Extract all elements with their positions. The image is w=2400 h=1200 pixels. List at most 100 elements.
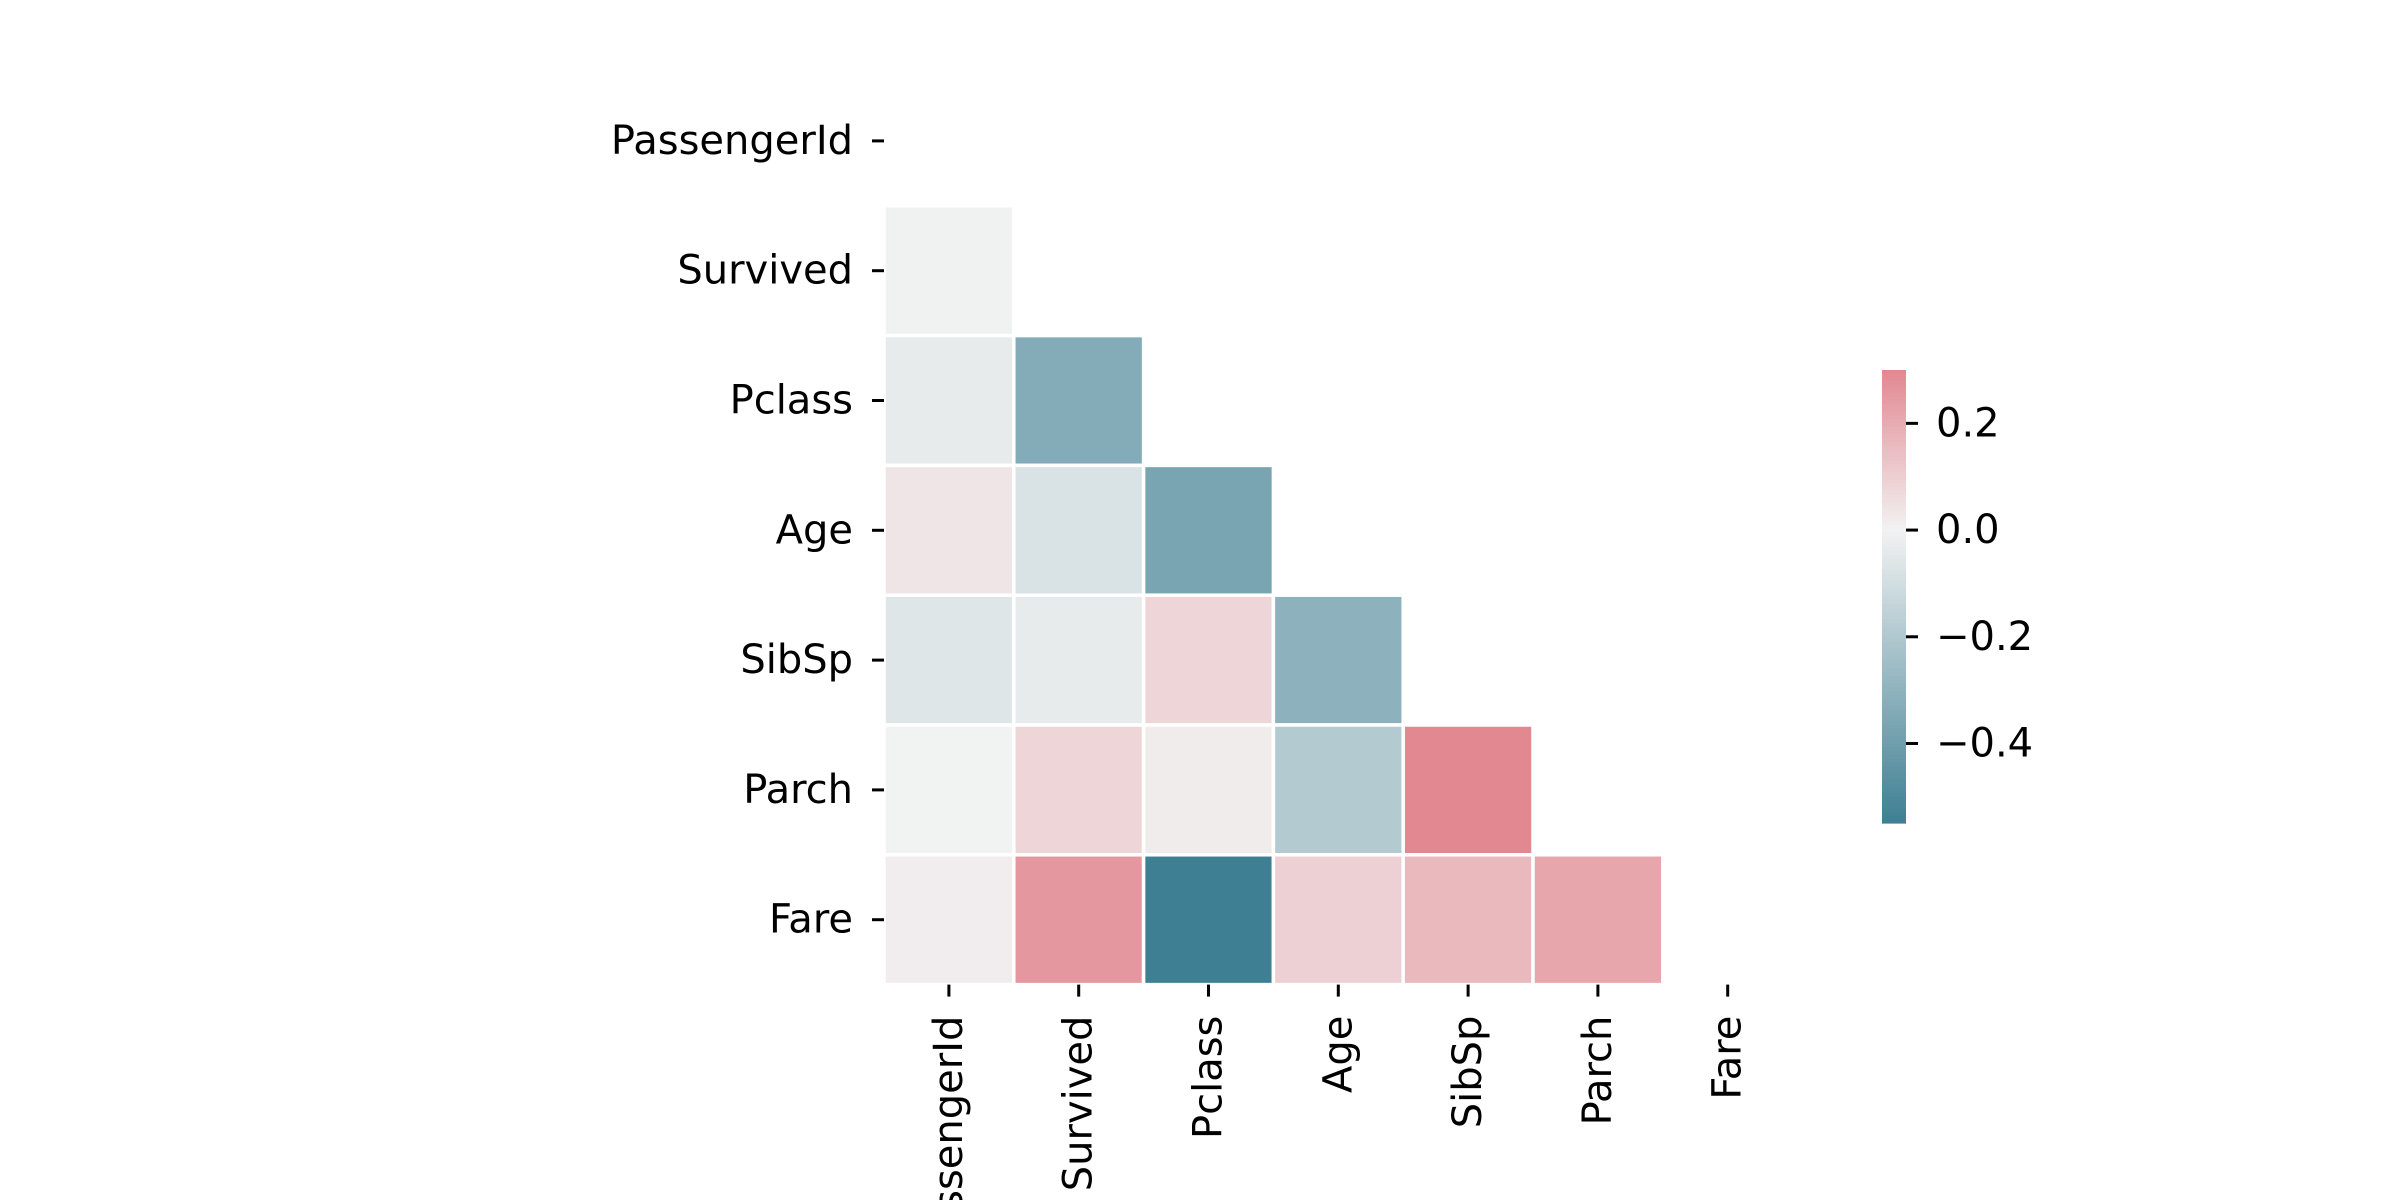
heatmap-cell (882, 723, 1016, 857)
y-tick-label: PassengerId (611, 118, 853, 164)
colorbar-segment (1882, 717, 1906, 722)
heatmap-cell (1271, 593, 1405, 727)
colorbar-segment (1882, 532, 1906, 537)
colorbar-segment (1882, 702, 1906, 707)
colorbar-segment (1882, 789, 1906, 794)
heatmap-cell (1141, 723, 1276, 857)
colorbar-segment (1882, 490, 1906, 496)
colorbar-segment (1882, 713, 1906, 718)
colorbar-segment (1882, 434, 1906, 439)
colorbar-segment (1882, 792, 1906, 798)
colorbar-segment (1882, 536, 1906, 541)
colorbar-segment (1882, 619, 1906, 624)
colorbar-segment (1882, 781, 1906, 786)
colorbar-segment (1882, 630, 1906, 635)
heatmap-cells (882, 204, 1665, 987)
heatmap-cell (1012, 593, 1146, 727)
colorbar-segment (1882, 743, 1906, 749)
colorbar-segment (1882, 600, 1906, 605)
colorbar-segment (1882, 739, 1906, 745)
heatmap-cell (882, 463, 1016, 597)
x-tick-label: Parch (1575, 1016, 1621, 1126)
y-tick-label: Survived (677, 248, 853, 294)
colorbar-segment (1882, 596, 1906, 601)
heatmap-cell (1401, 853, 1535, 987)
colorbar-segment (1882, 566, 1906, 571)
y-tick-label: Fare (769, 897, 853, 943)
colorbar-segment (1882, 407, 1906, 413)
x-tick-label: Survived (1056, 1016, 1102, 1192)
colorbar-segment (1882, 483, 1906, 488)
colorbar-segment (1882, 604, 1906, 609)
colorbar-segment (1882, 773, 1906, 779)
x-tick-label: Age (1315, 1016, 1361, 1093)
colorbar-segment (1882, 766, 1906, 771)
colorbar-segment (1882, 468, 1906, 473)
colorbar-segment (1882, 592, 1906, 598)
colorbar-segment (1882, 392, 1906, 398)
colorbar-segment (1882, 437, 1906, 443)
y-tick-label: Pclass (730, 378, 853, 424)
colorbar-segment (1882, 543, 1906, 549)
colorbar-segment (1882, 762, 1906, 767)
colorbar-segment (1882, 732, 1906, 737)
colorbar-segment (1882, 471, 1906, 477)
colorbar-segment (1882, 672, 1906, 677)
colorbar-segment (1882, 396, 1906, 401)
colorbar-segment (1882, 570, 1906, 575)
colorbar-segment (1882, 758, 1906, 764)
colorbar-segment (1882, 539, 1906, 545)
colorbar-segment (1882, 577, 1906, 582)
colorbar-segment (1882, 811, 1906, 817)
colorbar-segment (1882, 475, 1906, 481)
colorbar-segment (1882, 513, 1906, 518)
colorbar-segment (1882, 487, 1906, 492)
heatmap-cell (1012, 333, 1146, 468)
colorbar-segment (1882, 509, 1906, 515)
colorbar-tick-label: −0.4 (1936, 720, 2033, 766)
colorbar-segment (1882, 460, 1906, 465)
x-tick-label: PassengerId (926, 1016, 972, 1200)
colorbar-segment (1882, 656, 1906, 662)
colorbar-segment (1882, 456, 1906, 462)
heatmap-cell (1141, 593, 1276, 727)
colorbar-segment (1882, 426, 1906, 431)
colorbar-segment (1882, 562, 1906, 567)
colorbar-segment (1882, 709, 1906, 715)
colorbar-segment (1882, 796, 1906, 801)
heatmap-cell (1141, 463, 1276, 597)
heatmap-cell (882, 853, 1016, 987)
colorbar-segment (1882, 777, 1906, 783)
colorbar-segment (1882, 683, 1906, 688)
colorbar-segment (1882, 705, 1906, 711)
colorbar-segment (1882, 385, 1906, 390)
colorbar-segment (1882, 675, 1906, 681)
x-tick-label: Pclass (1186, 1016, 1232, 1139)
heatmap-cell (1531, 853, 1665, 987)
colorbar-tick-label: 0.0 (1936, 507, 2000, 553)
colorbar-tick-label: 0.2 (1936, 400, 2000, 446)
colorbar-segment (1882, 445, 1906, 450)
colorbar-segment (1882, 494, 1906, 499)
colorbar-tick-label: −0.2 (1936, 614, 2033, 660)
colorbar-segment (1882, 573, 1906, 579)
heatmap-cell (1012, 723, 1146, 857)
colorbar: 0.2 0.0 −0.2 −0.4 (1882, 370, 2033, 824)
colorbar-segment (1882, 502, 1906, 507)
heatmap-cell (1271, 853, 1405, 987)
colorbar-segment (1882, 615, 1906, 620)
colorbar-segment (1882, 638, 1906, 643)
colorbar-segment (1882, 690, 1906, 696)
heatmap-cell (1012, 853, 1146, 987)
y-tick-label: SibSp (740, 637, 853, 683)
y-tick-label: Age (776, 507, 853, 553)
colorbar-segment (1882, 660, 1906, 666)
heatmap-cell (1012, 463, 1146, 597)
colorbar-segment (1882, 464, 1906, 469)
colorbar-segment (1882, 403, 1906, 409)
colorbar-segment (1882, 815, 1906, 820)
colorbar-segment (1882, 721, 1906, 726)
colorbar-segment (1882, 528, 1906, 533)
colorbar-ticks: 0.2 0.0 −0.2 −0.4 (1906, 400, 2033, 766)
